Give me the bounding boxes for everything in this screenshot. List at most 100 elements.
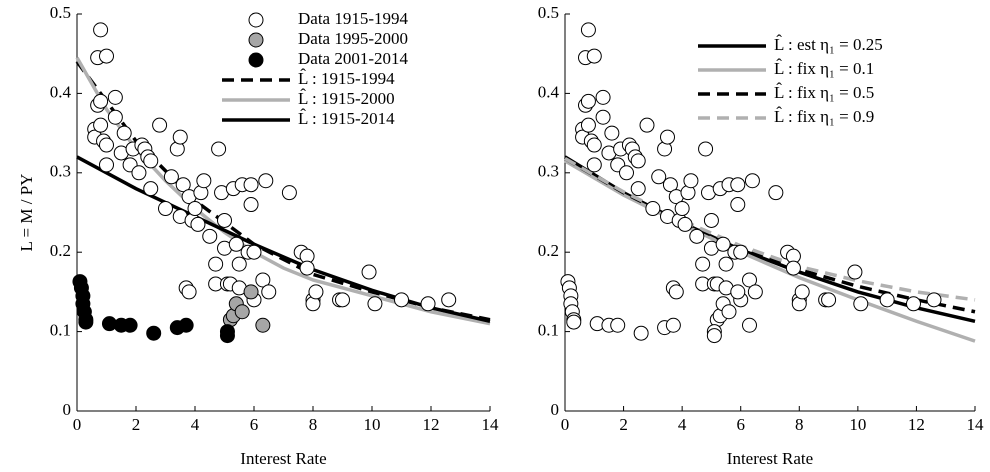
data-point [604,125,620,141]
data-point [107,89,123,105]
data-point [122,317,138,333]
legend-label: L̂ : fix η₁ = 0.9 [774,107,874,126]
data-point [595,89,611,105]
data-point [143,181,159,197]
data-point [93,117,109,133]
legend-label: L̂ : 1915-1994 [298,69,395,88]
data-point [172,129,188,145]
data-point [926,292,942,308]
curve [564,156,976,314]
data-point [158,201,173,217]
data-point [181,284,197,300]
curve [564,156,976,302]
data-point [131,165,147,181]
data-point [630,153,646,169]
data-point [261,284,277,300]
data-point [715,236,731,252]
y-tick-label: 0.2 [538,241,559,260]
data-point [211,141,227,157]
data-point [718,256,734,272]
data-point [143,153,159,169]
data-point [335,292,350,308]
data-point [742,272,757,288]
legend-swatch [248,32,264,48]
data-point [361,264,377,280]
legend-swatch [248,52,264,68]
data-point [580,93,596,109]
data-point [733,244,749,260]
y-tick-label: 0.1 [50,321,71,340]
x-tick-label: 10 [849,415,866,434]
x-tick-label: 0 [561,415,570,434]
data-point [689,228,705,244]
data-point [187,201,203,217]
data-point [651,169,667,185]
data-point [674,201,690,217]
data-point [794,284,810,300]
data-point [78,314,94,330]
data-point [175,177,191,193]
data-point [152,117,168,133]
data-point [394,292,409,308]
data-point [580,22,596,38]
data-point [258,173,274,189]
data-point [706,328,722,344]
data-point [163,169,179,185]
data-point [420,296,436,312]
data-point [146,325,162,341]
data-point [747,284,763,300]
data-point [619,165,634,181]
legend-label: L̂ : 1915-2000 [298,89,395,108]
data-point [202,228,218,244]
data-point [744,173,760,189]
x-tick-label: 8 [309,415,318,434]
data-point [721,304,737,320]
data-point [586,137,602,153]
x-tick-label: 10 [364,415,381,434]
x-tick-label: 0 [73,415,82,434]
data-point [228,236,244,252]
data-point [610,317,626,333]
data-point [665,317,681,333]
y-tick-label: 0.4 [50,82,72,101]
data-point [695,256,711,272]
data-point [208,256,224,272]
data-point [196,173,212,189]
y-tick-label: 0.2 [50,241,71,260]
data-point [281,185,297,201]
data-point [742,317,757,333]
curve [75,60,491,322]
x-tick-label: 4 [678,415,687,434]
data-point [441,292,457,308]
data-point [879,292,895,308]
x-tick-label: 4 [191,415,200,434]
x-tick-label: 12 [423,415,440,434]
data-point [668,284,684,300]
y-tick-label: 0.3 [538,162,559,181]
legend-swatch [248,12,264,28]
legend-label: L̂ : fix η₁ = 0.5 [774,83,874,102]
x-tick-label: 14 [967,415,985,434]
data-point [219,328,235,344]
x-tick-label: 2 [132,415,141,434]
data-point [645,201,661,217]
data-point [703,212,719,228]
legend-label: Data 1995-2000 [298,29,408,48]
legend-label: L̂ : 1915-2014 [298,109,395,128]
y-tick-label: 0.1 [538,321,559,340]
y-tick-label: 0 [551,400,560,419]
x-tick-label: 8 [795,415,804,434]
legend-label: L̂ : est η₁ = 0.25 [774,35,883,54]
data-point [231,256,247,272]
data-point [662,177,678,193]
x-tick-label: 12 [908,415,925,434]
y-axis-label: L = M / PY [17,174,36,252]
data-point [595,109,611,125]
data-point [99,157,114,173]
data-point [234,304,250,320]
data-point [768,185,784,201]
data-point [255,272,271,288]
y-tick-label: 0 [63,400,72,419]
data-point [730,284,746,300]
